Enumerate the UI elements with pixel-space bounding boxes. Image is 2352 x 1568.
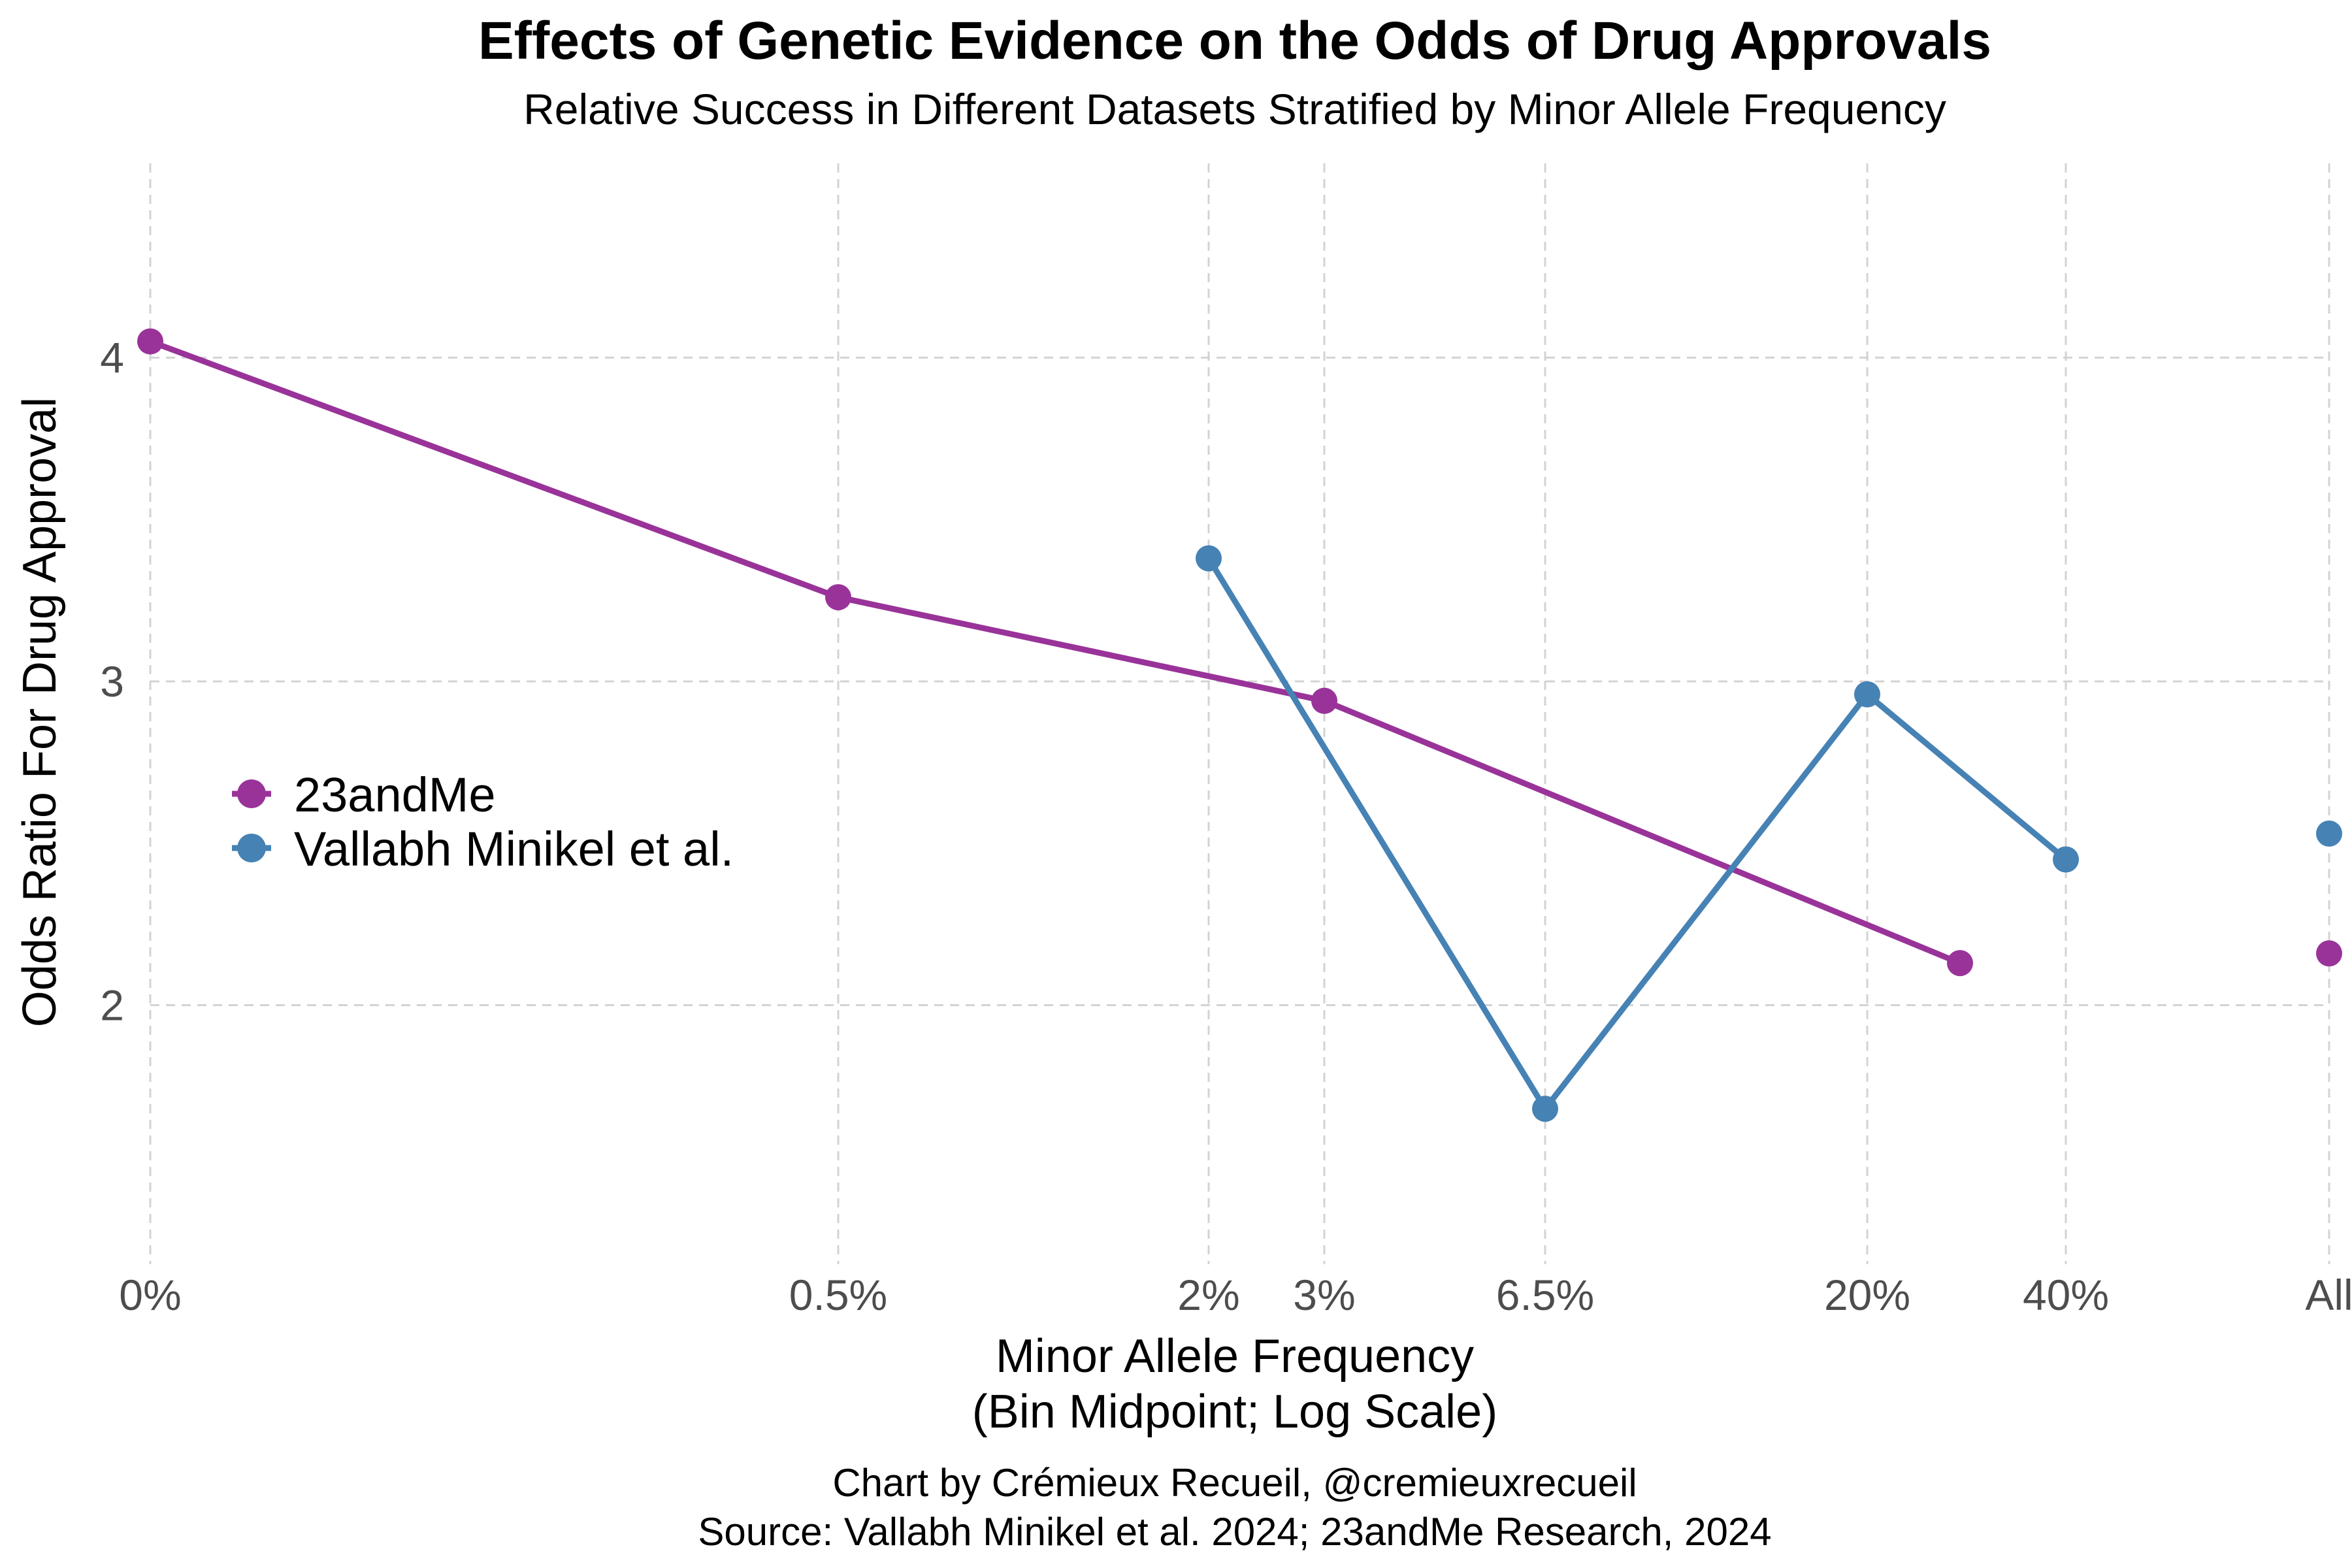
data-point: [2053, 846, 2079, 873]
legend-label-vallabh: Vallabh Minikel et al.: [294, 822, 734, 876]
y-tick-label: 4: [100, 333, 124, 382]
data-point: [137, 328, 163, 355]
data-point: [1947, 950, 1973, 977]
data-point: [825, 584, 851, 611]
chart-title: Effects of Genetic Evidence on the Odds …: [478, 11, 1991, 71]
legend-label-23andme: 23andMe: [294, 768, 496, 822]
y-tick-label: 2: [100, 981, 124, 1030]
x-tick-label: 40%: [2023, 1271, 2109, 1319]
axis-ticks: 0% 0.5% 2% 3% 6.5% 20% 40% All 2 3 4: [100, 333, 2352, 1319]
data-point: [1311, 687, 1337, 714]
data-point: [1532, 1096, 1558, 1122]
x-tick-label: 6.5%: [1496, 1271, 1594, 1319]
x-tick-label: All: [2305, 1271, 2352, 1319]
overall-point: [2316, 820, 2342, 847]
legend-marker-vallabh: [237, 834, 266, 862]
caption-credit: Chart by Crémieux Recueil, @cremieuxrecu…: [832, 1461, 1637, 1505]
series-line-1: [1205, 555, 2069, 1112]
caption-source: Source: Vallabh Minikel et al. 2024; 23a…: [698, 1510, 1771, 1554]
gridlines: [149, 163, 2330, 1264]
x-tick-label: 0%: [119, 1271, 181, 1319]
overall-point: [2316, 940, 2342, 967]
x-tick-label: 3%: [1293, 1271, 1355, 1319]
legend: 23andMe Vallabh Minikel et al.: [232, 768, 734, 876]
y-tick-label: 3: [100, 657, 124, 706]
chart-subtitle: Relative Success in Different Datasets S…: [523, 85, 1946, 133]
x-tick-label: 0.5%: [789, 1271, 887, 1319]
series-line-0: [147, 338, 1963, 966]
y-axis-label: Odds Ratio For Drug Approval: [14, 397, 66, 1027]
data-point: [1196, 545, 1222, 572]
x-tick-label: 20%: [1824, 1271, 1910, 1319]
data-point: [1854, 681, 1880, 708]
series-lines: [137, 328, 2342, 1122]
x-tick-label: 2%: [1177, 1271, 1239, 1319]
x-axis-label-line2: (Bin Midpoint; Log Scale): [972, 1386, 1497, 1438]
legend-marker-23andme: [237, 779, 266, 808]
x-axis-label-line1: Minor Allele Frequency: [996, 1330, 1474, 1382]
